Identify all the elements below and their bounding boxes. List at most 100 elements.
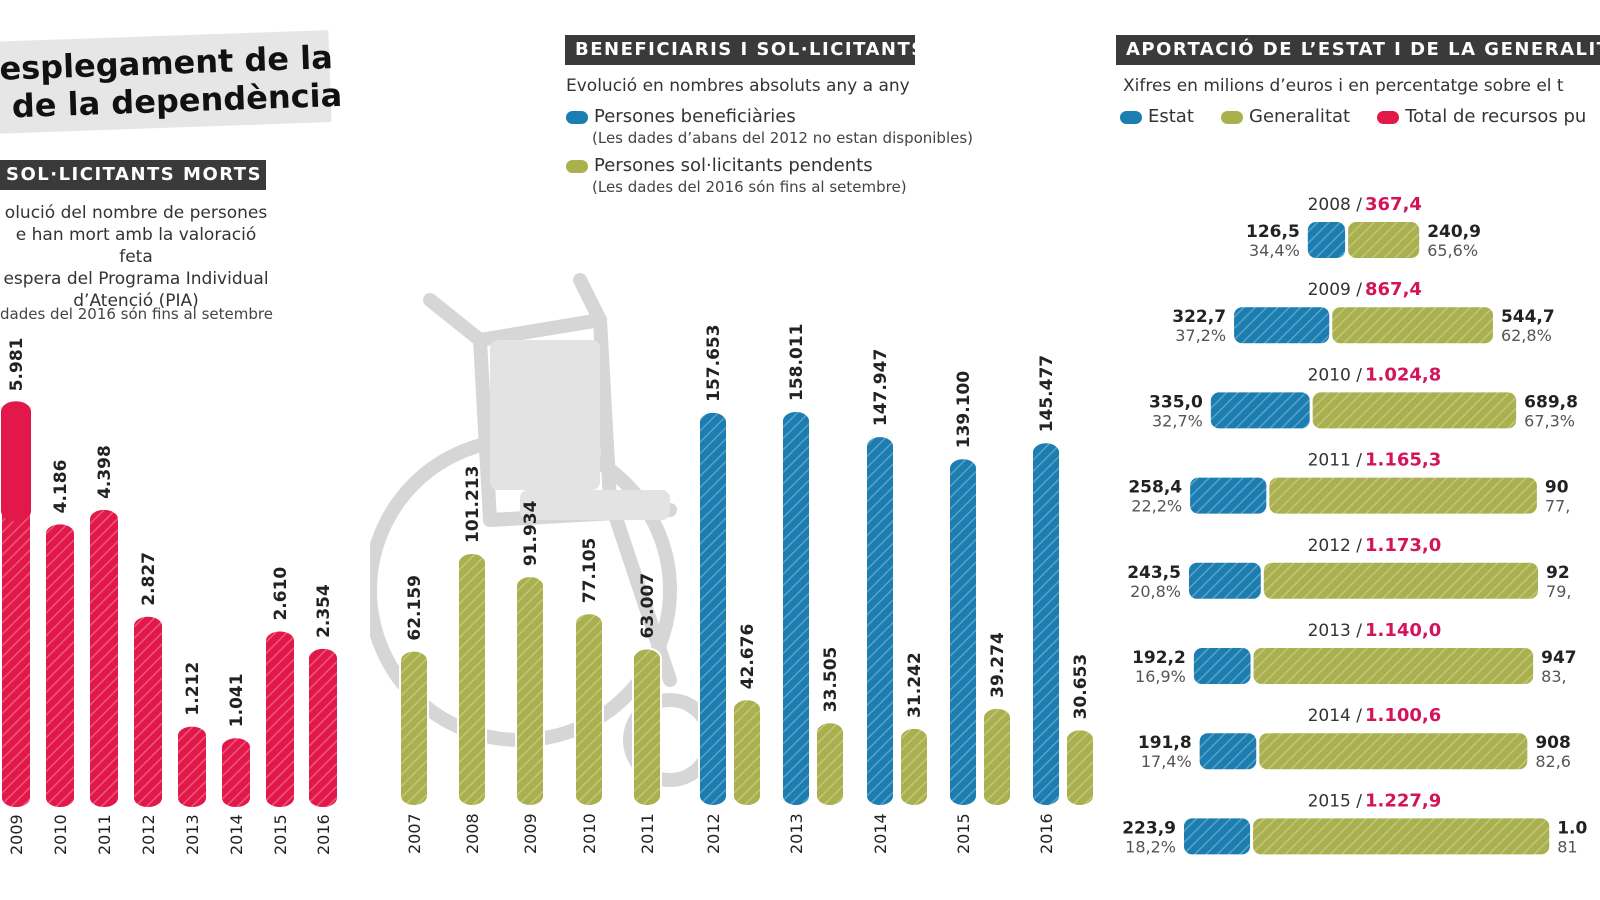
row-total: 1.100,6 xyxy=(1365,705,1441,726)
tick-label: 2009 xyxy=(7,814,26,855)
right-legend: Estat Generalitat Total de recursos pu xyxy=(1120,106,1586,127)
tick-label: 2007 xyxy=(405,813,424,854)
middle-panel-subtitle: Evolució en nombres absoluts any a any xyxy=(566,76,910,96)
estat-percent: 37,2% xyxy=(1175,326,1226,345)
bar xyxy=(220,736,252,810)
estat-value: 191,8 xyxy=(1138,733,1192,753)
bar-pending xyxy=(899,726,929,807)
tick-label: 2010 xyxy=(51,814,70,855)
bar-estat xyxy=(1188,562,1261,599)
bar-generalitat xyxy=(1253,648,1534,684)
tick-label: 2015 xyxy=(954,813,973,854)
estat-value: 126,5 xyxy=(1246,222,1300,242)
funding-stacked-chart: 2008 / 367,4 126,534,4% 240,965,6% 2009 / 8… xyxy=(1122,194,1587,856)
description-line: espera del Programa Individual xyxy=(3,269,269,289)
bar-beneficiaries xyxy=(698,410,728,808)
data-label: 4.398 xyxy=(95,445,115,499)
estat-value: 192,2 xyxy=(1132,648,1186,668)
bar-beneficiaries xyxy=(781,409,811,807)
row-year: 2014 / xyxy=(1308,706,1363,726)
legend-item-estat: Estat xyxy=(1120,106,1194,127)
legend-note: (Les dades d’abans del 2012 no estan dis… xyxy=(592,129,974,147)
legend-label: Total de recursos pu xyxy=(1405,106,1587,127)
legend-swatch-red xyxy=(1377,110,1400,124)
generalitat-value: 92 xyxy=(1546,563,1570,583)
tick-label: 2011 xyxy=(95,814,114,855)
estat-percent: 22,2% xyxy=(1131,497,1182,516)
estat-value: 322,7 xyxy=(1172,307,1226,327)
row-total: 867,4 xyxy=(1365,279,1422,300)
generalitat-value: 947 xyxy=(1541,648,1577,668)
bar-beneficiaries xyxy=(865,435,895,807)
generalitat-value: 544,7 xyxy=(1501,307,1555,327)
bar-estat xyxy=(1307,222,1346,258)
bar-estat xyxy=(1184,818,1251,855)
estat-value: 335,0 xyxy=(1149,392,1203,412)
row-year: 2012 / xyxy=(1308,536,1363,556)
bar-estat xyxy=(1193,648,1251,684)
data-label: 139.100 xyxy=(954,371,974,449)
bar xyxy=(88,507,120,809)
generalitat-value: 90 xyxy=(1545,478,1569,498)
data-label: 91.934 xyxy=(521,500,541,566)
tick-label: 2013 xyxy=(183,814,202,855)
data-label: 145.477 xyxy=(1037,355,1057,432)
row-total: 367,4 xyxy=(1365,194,1422,215)
data-label: 31.242 xyxy=(905,652,925,718)
row-total: 1.165,3 xyxy=(1365,450,1441,471)
generalitat-percent: 81 xyxy=(1557,837,1577,856)
tick-label: 2008 xyxy=(463,813,482,854)
estat-percent: 18,2% xyxy=(1125,837,1176,856)
data-label: 63.007 xyxy=(638,573,658,639)
bar-pending xyxy=(457,551,487,807)
legend-swatch-blue xyxy=(566,110,588,124)
bar-generalitat xyxy=(1263,562,1539,599)
generalitat-percent: 65,6% xyxy=(1427,241,1478,260)
bar-generalitat xyxy=(1332,307,1493,344)
row-total: 1.024,8 xyxy=(1365,364,1441,385)
bar xyxy=(176,724,208,810)
estat-percent: 34,4% xyxy=(1249,241,1300,260)
data-label: 42.676 xyxy=(738,624,758,690)
tick-label: 2011 xyxy=(638,813,657,854)
data-label: 101.213 xyxy=(463,466,483,543)
bar-estat xyxy=(1210,392,1310,429)
bar-pending xyxy=(815,721,845,807)
tick-label: 2016 xyxy=(1037,813,1056,854)
bar-pending xyxy=(732,698,762,807)
row-year: 2015 / xyxy=(1308,791,1363,811)
data-label: 2.354 xyxy=(314,584,334,638)
legend-label: Generalitat xyxy=(1249,106,1351,127)
generalitat-value: 1.0 xyxy=(1557,818,1587,838)
data-label: 2.827 xyxy=(139,552,159,606)
legend-item-beneficiaries: Persones beneficiàries xyxy=(566,106,973,127)
legend-swatch-blue xyxy=(1120,110,1142,124)
row-year: 2010 / xyxy=(1308,365,1363,385)
generalitat-percent: 77, xyxy=(1545,497,1570,516)
bar-pending xyxy=(1065,728,1095,807)
tick-label: 2010 xyxy=(580,813,599,854)
estat-value: 243,5 xyxy=(1127,563,1181,583)
data-label: 5.981 xyxy=(7,338,27,392)
deaths-bar-chart: 5.981 2009 4.186 2010 4.398 2011 2.827 2012 1.21… xyxy=(0,338,339,855)
tick-label: 2014 xyxy=(227,814,246,855)
left-panel-note: dades del 2016 són fins al setembre xyxy=(0,305,273,323)
tick-label: 2015 xyxy=(271,814,290,855)
legend-item-total: Total de recursos pu xyxy=(1377,106,1586,127)
bar-estat xyxy=(1190,477,1267,514)
generalitat-percent: 67,3% xyxy=(1524,411,1575,430)
data-label: 1.212 xyxy=(183,662,203,716)
bar-estat xyxy=(1199,733,1257,770)
description-line: olució del nombre de persones xyxy=(4,203,268,223)
bar-beneficiaries xyxy=(948,457,978,807)
legend-item-generalitat: Generalitat xyxy=(1221,106,1350,127)
bar-pending xyxy=(515,575,545,808)
bar xyxy=(307,646,339,810)
tick-label: 2012 xyxy=(704,813,723,854)
legend-label: Persones beneficiàries xyxy=(594,106,796,127)
estat-percent: 32,7% xyxy=(1152,411,1203,430)
data-label: 39.274 xyxy=(988,632,1008,698)
middle-legend: Persones beneficiàries (Les dades d’aban… xyxy=(566,106,973,196)
legend-swatch-olive xyxy=(1221,110,1243,124)
generalitat-value: 240,9 xyxy=(1427,222,1481,242)
